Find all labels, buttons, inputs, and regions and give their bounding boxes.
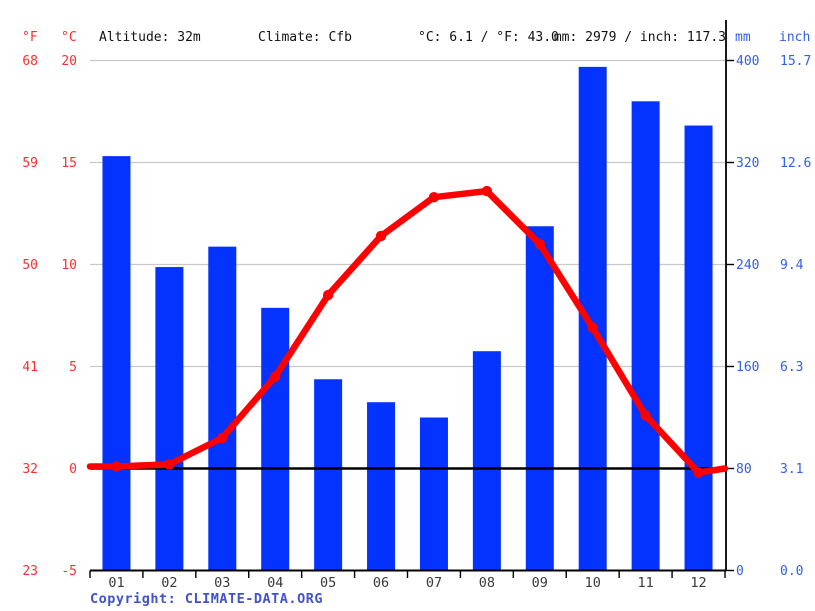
month-label-10: 10	[585, 575, 601, 591]
temperature-point-03	[217, 432, 228, 444]
celsius-axis-header: °C	[61, 30, 77, 45]
mm-tick-label: 320	[736, 156, 759, 171]
celsius-tick-label: -5	[61, 564, 77, 579]
precipitation-bar-10	[578, 66, 607, 571]
mm-tick-label: 80	[736, 462, 752, 477]
temperature-point-07	[428, 191, 440, 203]
month-label-05: 05	[320, 575, 336, 591]
fahrenheit-tick-label: 23	[22, 564, 38, 579]
celsius-tick-label: 0	[69, 462, 77, 477]
month-label-08: 08	[479, 575, 495, 591]
mm-axis-header: mm	[735, 30, 751, 45]
precipitation-bar-05	[314, 379, 343, 571]
temperature-point-11	[640, 410, 651, 421]
fahrenheit-tick-label: 41	[22, 360, 38, 375]
temperature-point-04	[270, 371, 281, 382]
precipitation-bar-01	[102, 156, 131, 571]
month-label-01: 01	[108, 575, 124, 591]
mm-tick-label: 400	[736, 54, 759, 69]
mm-tick-label: 160	[736, 360, 759, 375]
temperature-line	[86, 187, 729, 476]
inch-tick-label: 0.0	[780, 564, 803, 579]
celsius-tick-label: 10	[61, 258, 77, 273]
precipitation-bar-03	[208, 246, 237, 571]
temperature-point-05	[322, 289, 334, 301]
inch-tick-label: 6.3	[780, 360, 803, 375]
celsius-tick-label: 15	[61, 156, 77, 171]
precipitation-bar-12	[684, 125, 713, 571]
copyright-link[interactable]: Copyright: CLIMATE-DATA.ORG	[90, 591, 323, 607]
fahrenheit-axis-header: °F	[22, 30, 38, 45]
inch-tick-label: 3.1	[780, 462, 803, 477]
temperature-point-12	[693, 467, 704, 478]
month-label-02: 02	[161, 575, 177, 591]
mean-temperature-label: °C: 6.1 / °F: 43.0	[418, 30, 559, 45]
inch-tick-label: 12.6	[780, 156, 811, 171]
month-label-11: 11	[637, 575, 653, 591]
month-label-03: 03	[214, 575, 230, 591]
climate-classification-label: Climate: Cfb	[258, 30, 352, 45]
fahrenheit-tick-label: 32	[22, 462, 38, 477]
precipitation-bar-08	[472, 351, 501, 571]
celsius-tick-label: 20	[61, 54, 77, 69]
precipitation-bar-02	[155, 267, 184, 571]
temperature-point-02	[164, 459, 175, 470]
fahrenheit-tick-label: 68	[22, 54, 38, 69]
inch-axis-header: inch	[779, 30, 811, 45]
month-label-06: 06	[373, 575, 389, 591]
precipitation-bar-09	[525, 226, 554, 571]
precipitation-bar-07	[419, 417, 448, 571]
month-label-09: 09	[532, 575, 548, 591]
month-label-12: 12	[690, 575, 706, 591]
fahrenheit-tick-label: 50	[22, 258, 38, 273]
mm-tick-label: 0	[736, 564, 744, 579]
inch-tick-label: 15.7	[780, 54, 811, 69]
inch-tick-label: 9.4	[780, 258, 804, 273]
temperature-point-09	[534, 238, 545, 250]
mm-tick-label: 240	[736, 258, 759, 273]
precipitation-bar-11	[631, 101, 660, 571]
temperature-point-06	[375, 230, 387, 242]
month-label-04: 04	[267, 575, 283, 591]
precipitation-bar-06	[367, 402, 396, 571]
altitude-label: Altitude: 32m	[99, 30, 201, 45]
fahrenheit-tick-label: 59	[22, 156, 38, 171]
celsius-tick-label: 5	[69, 360, 77, 375]
temperature-point-01	[111, 461, 122, 472]
month-label-07: 07	[426, 575, 442, 591]
temperature-point-08	[481, 185, 493, 197]
precipitation-bar-04	[261, 307, 290, 571]
temperature-point-10	[587, 322, 598, 333]
annual-precipitation-label: mm: 2979 / inch: 117.3	[553, 30, 726, 45]
